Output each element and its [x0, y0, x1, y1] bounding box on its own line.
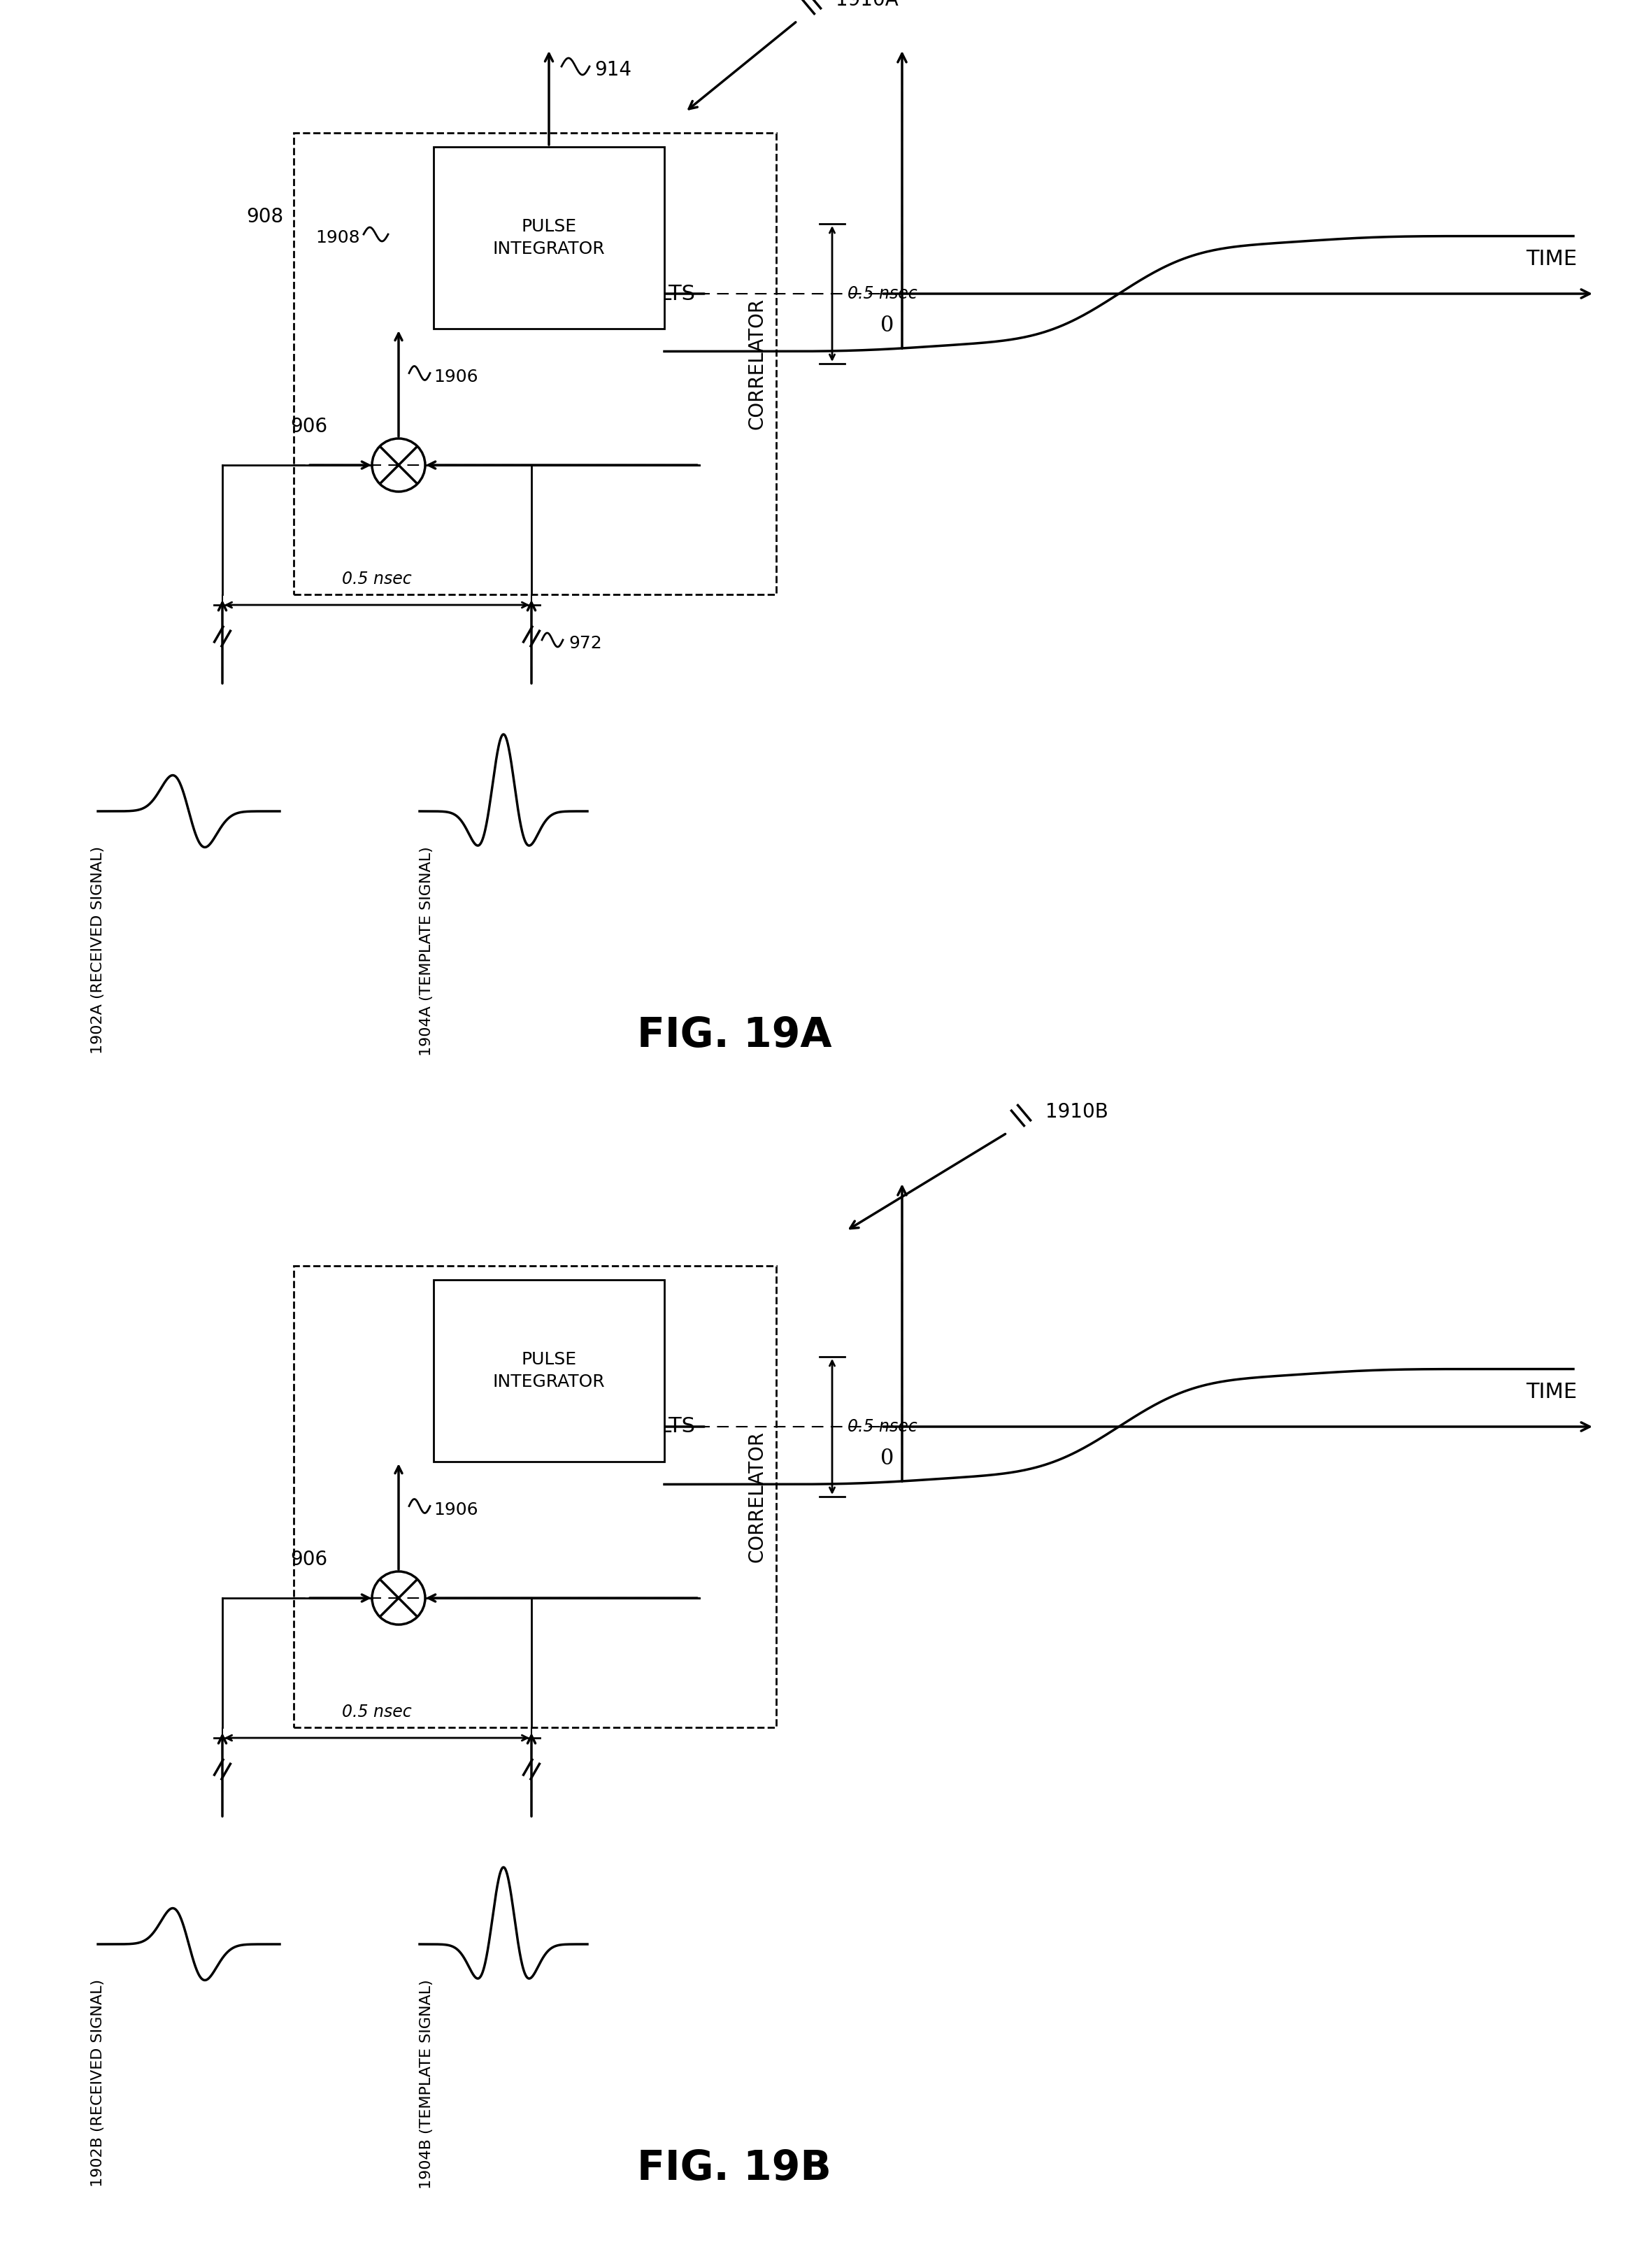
Text: 1902A (RECEIVED SIGNAL): 1902A (RECEIVED SIGNAL) [90, 846, 105, 1055]
Text: 0: 0 [880, 315, 894, 336]
Text: 906: 906 [291, 417, 327, 435]
Bar [434, 147, 664, 329]
Text: 1910B: 1910B [1046, 1102, 1108, 1123]
Text: VOLTS: VOLTS [630, 1418, 695, 1438]
Text: 0.5 nsec: 0.5 nsec [848, 286, 917, 302]
Text: 0.5 nsec: 0.5 nsec [342, 572, 411, 587]
Text: PULSE
INTEGRATOR: PULSE INTEGRATOR [493, 1352, 605, 1390]
Text: TIME: TIME [1526, 249, 1577, 270]
Text: 1908: 1908 [316, 229, 360, 247]
Text: 914: 914 [595, 61, 631, 79]
Text: 0: 0 [880, 1447, 894, 1470]
Text: 1904B (TEMPLATE SIGNAL): 1904B (TEMPLATE SIGNAL) [419, 1980, 434, 2189]
Text: 0.5 nsec: 0.5 nsec [848, 1418, 917, 1436]
Text: 0.5 nsec: 0.5 nsec [342, 1703, 411, 1721]
Text: 1906: 1906 [434, 1501, 478, 1517]
Text: 908: 908 [247, 206, 283, 227]
Bar [294, 1266, 776, 1728]
Text: 1910A: 1910A [835, 0, 898, 9]
Text: CORRELATOR: CORRELATOR [746, 1431, 766, 1563]
Text: 1904A (TEMPLATE SIGNAL): 1904A (TEMPLATE SIGNAL) [419, 846, 434, 1057]
Text: 906: 906 [291, 1549, 327, 1569]
Text: FIG. 19A: FIG. 19A [636, 1016, 832, 1055]
Text: FIG. 19B: FIG. 19B [638, 2148, 832, 2189]
Text: 972: 972 [569, 635, 602, 651]
Text: 1906: 1906 [434, 367, 478, 386]
Text: TIME: TIME [1526, 1381, 1577, 1402]
Text: CORRELATOR: CORRELATOR [746, 297, 766, 429]
Text: 1902B (RECEIVED SIGNAL): 1902B (RECEIVED SIGNAL) [90, 1980, 105, 2186]
Text: PULSE
INTEGRATOR: PULSE INTEGRATOR [493, 218, 605, 256]
Bar [294, 134, 776, 594]
Text: VOLTS: VOLTS [630, 284, 695, 304]
Bar [434, 1279, 664, 1461]
